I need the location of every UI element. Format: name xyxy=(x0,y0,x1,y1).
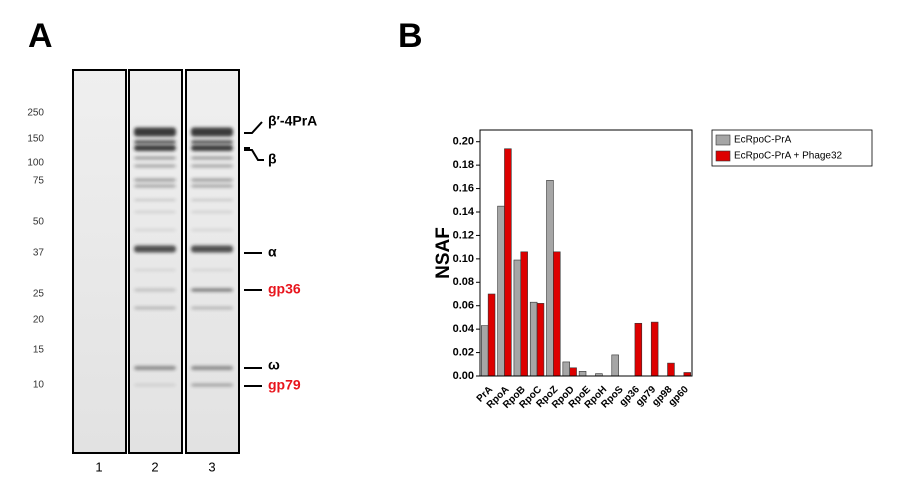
gel-band xyxy=(191,184,233,188)
y-tick-label: 0.18 xyxy=(453,159,474,171)
gel-band xyxy=(191,140,233,144)
bar xyxy=(487,293,496,377)
gel-lane xyxy=(185,69,240,454)
bar xyxy=(529,301,538,377)
bar xyxy=(683,372,691,377)
y-tick-label: 0.08 xyxy=(453,276,474,288)
gel-band xyxy=(134,306,176,310)
band-label: gp36 xyxy=(268,281,301,297)
y-tick-label: 0.20 xyxy=(453,136,474,148)
bar xyxy=(667,362,675,377)
bar xyxy=(578,371,587,377)
lane-label: 1 xyxy=(95,459,102,474)
panel-label: B xyxy=(398,17,423,55)
gel-band xyxy=(134,164,176,168)
gel-bands xyxy=(134,127,233,387)
gel-band xyxy=(191,211,233,213)
gel-band xyxy=(134,184,176,188)
gel-band xyxy=(134,269,176,271)
bar xyxy=(553,251,561,377)
bar xyxy=(520,251,528,377)
band-label: β′-4PrA xyxy=(268,113,317,129)
band-label: ω xyxy=(268,357,280,373)
bar xyxy=(611,354,619,377)
legend-label: EcRpoC-PrA xyxy=(734,135,792,146)
marker-label: 250 xyxy=(27,108,44,119)
gel-band xyxy=(134,229,176,231)
marker-label: 150 xyxy=(27,134,44,145)
gel-band xyxy=(191,366,233,370)
gel-band xyxy=(191,199,233,201)
bar xyxy=(634,322,643,377)
y-tick-label: 0.10 xyxy=(453,253,474,265)
band-pointer xyxy=(244,121,263,151)
panel-label: A xyxy=(28,17,53,55)
gel-band xyxy=(191,245,233,253)
legend-swatch xyxy=(715,150,731,162)
gel-band xyxy=(134,199,176,201)
gel-band xyxy=(134,127,176,137)
gel-band xyxy=(134,245,176,253)
legend-swatch xyxy=(715,134,731,146)
gel-lane xyxy=(128,69,183,454)
y-axis-title: NSAF xyxy=(433,227,454,279)
y-tick-label: 0.12 xyxy=(453,229,474,241)
gel-band xyxy=(134,140,176,144)
bar xyxy=(569,367,577,377)
gel-band xyxy=(134,383,176,387)
chart: 0.00 0.02 0.04 0.06 0.08 0.10 0.12 0.14 0.16 0.18… xyxy=(433,129,873,411)
gel-band xyxy=(134,145,176,151)
marker-label: 50 xyxy=(33,217,45,228)
gel-band xyxy=(191,145,233,151)
y-tick-label: 0.06 xyxy=(453,300,474,312)
band-label: β xyxy=(268,151,277,167)
band-label: gp79 xyxy=(268,377,301,393)
x-tick-label: gp60 xyxy=(667,384,692,409)
bar xyxy=(497,205,505,377)
lane-label: 2 xyxy=(151,459,158,474)
gel-band xyxy=(191,229,233,231)
y-tick-label: 0.04 xyxy=(453,323,475,335)
bar xyxy=(481,325,489,377)
gel-band xyxy=(191,164,233,168)
band-label: α xyxy=(268,244,277,260)
y-tick-label: 0.16 xyxy=(453,182,474,194)
lane-label: 3 xyxy=(208,459,215,474)
gel-band xyxy=(134,288,176,292)
marker-label: 75 xyxy=(33,176,45,187)
legend-label: EcRpoC-PrA + Phage32 xyxy=(734,151,843,162)
legend-box xyxy=(711,129,873,167)
gel-band xyxy=(191,127,233,137)
bar xyxy=(536,303,545,377)
y-tick-label: 0.02 xyxy=(453,346,474,358)
gel-band xyxy=(191,156,233,160)
bar xyxy=(513,259,522,377)
gel-band xyxy=(134,366,176,370)
bar xyxy=(562,361,570,377)
y-tick-label: 0.14 xyxy=(453,206,475,218)
plot-frame xyxy=(479,129,693,377)
band-pointer xyxy=(244,147,264,161)
marker-label: 10 xyxy=(33,380,45,391)
gel xyxy=(72,69,240,454)
gel-band xyxy=(134,211,176,213)
marker-label: 37 xyxy=(33,248,45,259)
marker-label: 100 xyxy=(27,158,44,169)
gel-band xyxy=(134,156,176,160)
gel-band xyxy=(134,178,176,182)
marker-label: 15 xyxy=(33,345,45,356)
gel-band xyxy=(191,269,233,271)
bar xyxy=(504,148,512,377)
y-tick-label: 0.00 xyxy=(453,370,474,382)
marker-label: 20 xyxy=(33,315,45,326)
gel-band xyxy=(191,288,233,292)
gel-lane xyxy=(72,69,127,454)
bar xyxy=(546,180,554,377)
gel-band xyxy=(191,178,233,182)
gel-band xyxy=(191,306,233,310)
gel-band xyxy=(191,383,233,387)
marker-label: 25 xyxy=(33,289,45,300)
bar xyxy=(650,321,659,377)
